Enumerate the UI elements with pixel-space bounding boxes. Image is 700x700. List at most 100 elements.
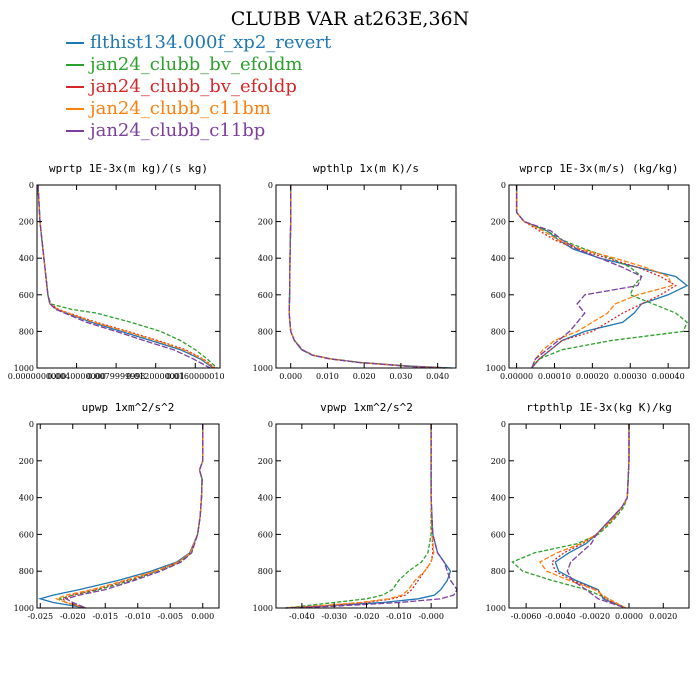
y-tick-label: 600 (19, 291, 34, 300)
x-tick-label: -0.0060 (511, 612, 542, 621)
legend-label: jan24_clubb_c11bp (90, 120, 266, 141)
series-line (515, 185, 688, 369)
series-line (37, 184, 215, 369)
legend-label: jan24_clubb_bv_efoldp (90, 76, 297, 97)
series-line (515, 185, 689, 369)
series-line (285, 424, 432, 609)
y-tick-label: 0 (268, 181, 273, 190)
plot-frame (275, 423, 458, 609)
x-tick-label: 0.0020 (649, 612, 677, 621)
chart-panel: rtpthlp 1E-3x(kg K)/kg02004006008001000-… (486, 401, 690, 621)
x-tick-label: 0.00040 (652, 372, 685, 381)
panel-title: upwp 1xm^2/s^2 (82, 401, 175, 414)
plot-frame (508, 184, 690, 369)
x-tick-label: -0.020 (60, 612, 86, 621)
x-tick-label: 0.040 (426, 372, 449, 381)
plot-frame (508, 423, 690, 609)
legend-swatch (66, 42, 84, 44)
y-tick-label: 200 (491, 218, 506, 227)
series-line (285, 424, 434, 609)
legend-item: jan24_clubb_c11bm (66, 98, 331, 120)
x-tick-label: -0.000 (418, 612, 444, 621)
y-tick-label: 200 (258, 457, 273, 466)
chart-panel: wpthlp 1x(m K)/s 0 200 400 600 800 1000 0.000 0.… (253, 162, 457, 381)
legend-swatch (66, 130, 84, 132)
y-tick-label: 800 (19, 567, 34, 576)
x-tick-label: 0.0079999998 (87, 372, 146, 381)
series-line (37, 184, 218, 369)
series-line (551, 424, 630, 609)
series-line (37, 184, 214, 369)
y-tick-label: 600 (491, 530, 506, 539)
y-tick-label: 200 (491, 457, 506, 466)
y-tick-label: 1000 (486, 604, 506, 613)
series-line (58, 424, 204, 609)
chart-panel: upwp 1xm^2/s^2 0 200 400 600 800 1000-0.025 -0.… (14, 401, 220, 621)
chart-panel: wprtp 1E-3x(m kg)/(s kg) 0 200 400 600 800 100… (8, 162, 225, 381)
x-tick-label: -0.025 (27, 612, 53, 621)
panel-title: rtpthlp 1E-3x(kg K)/kg (526, 401, 672, 414)
x-tick-label: -0.040 (289, 612, 315, 621)
y-tick-label: 800 (491, 567, 506, 576)
panel-title: vpwp 1xm^2/s^2 (320, 401, 413, 414)
y-tick-label: 1000 (486, 364, 506, 373)
y-tick-label: 0 (501, 420, 506, 429)
series-line (37, 424, 204, 609)
series-line (37, 184, 216, 369)
y-tick-label: 400 (19, 254, 34, 263)
series-line (37, 184, 211, 369)
x-tick-label: -0.030 (321, 612, 347, 621)
legend-item: jan24_clubb_bv_efoldp (66, 76, 331, 98)
x-tick-label: 0.0120000001 (126, 372, 185, 381)
x-tick-label: 0.00010 (538, 372, 571, 381)
x-tick-label: 0.0000000000 (8, 372, 67, 381)
y-tick-label: 400 (491, 494, 506, 503)
y-tick-label: 200 (258, 218, 273, 227)
x-tick-label: 0.000 (279, 372, 302, 381)
y-tick-label: 800 (491, 327, 506, 336)
y-tick-label: 400 (258, 254, 273, 263)
series-line (285, 424, 458, 609)
series-line (511, 424, 630, 609)
series-line (285, 424, 452, 609)
series-line (288, 185, 446, 369)
y-tick-label: 1000 (14, 604, 34, 613)
plot-frame (275, 184, 457, 369)
legend-item: jan24_clubb_c11bp (66, 120, 331, 142)
chart-panel: wprcp 1E-3x(m/s) (kg/kg) 0 200 400 600 800 100… (486, 162, 690, 381)
series-line (515, 185, 673, 369)
legend-item: flthist134.000f_xp2_revert (66, 32, 331, 54)
x-tick-label: 0.010 (316, 372, 339, 381)
plot-frame (36, 184, 221, 369)
y-tick-label: 1000 (253, 364, 273, 373)
y-tick-label: 400 (258, 494, 273, 503)
legend-label: jan24_clubb_bv_efoldm (90, 54, 303, 75)
series-line (566, 424, 630, 609)
series-line (288, 185, 446, 369)
y-tick-label: 800 (258, 327, 273, 336)
x-tick-label: -0.005 (157, 612, 183, 621)
y-tick-label: 200 (19, 218, 34, 227)
y-tick-label: 1000 (253, 604, 273, 613)
series-line (288, 185, 444, 369)
figure-title: CLUBB VAR at263E,36N (230, 8, 470, 30)
series-line (64, 424, 204, 609)
series-line (554, 424, 630, 609)
legend-item: jan24_clubb_bv_efoldm (66, 54, 331, 76)
panel-title: wprtp 1E-3x(m kg)/(s kg) (49, 162, 208, 175)
legend: flthist134.000f_xp2_revert jan24_clubb_b… (66, 32, 331, 142)
series-line (288, 185, 453, 369)
x-tick-label: 0.00030 (614, 372, 647, 381)
x-tick-label: 0.0000 (615, 612, 643, 621)
legend-swatch (66, 108, 84, 110)
legend-label: flthist134.000f_xp2_revert (90, 32, 332, 53)
y-tick-label: 400 (491, 254, 506, 263)
x-tick-label: -0.0020 (579, 612, 610, 621)
legend-swatch (66, 64, 84, 66)
y-tick-label: 400 (19, 494, 34, 503)
legend-swatch (66, 86, 84, 88)
panel-title: wprcp 1E-3x(m/s) (kg/kg) (520, 162, 679, 175)
x-tick-label: 0.0160000010 (166, 372, 225, 381)
y-tick-label: 600 (258, 530, 273, 539)
